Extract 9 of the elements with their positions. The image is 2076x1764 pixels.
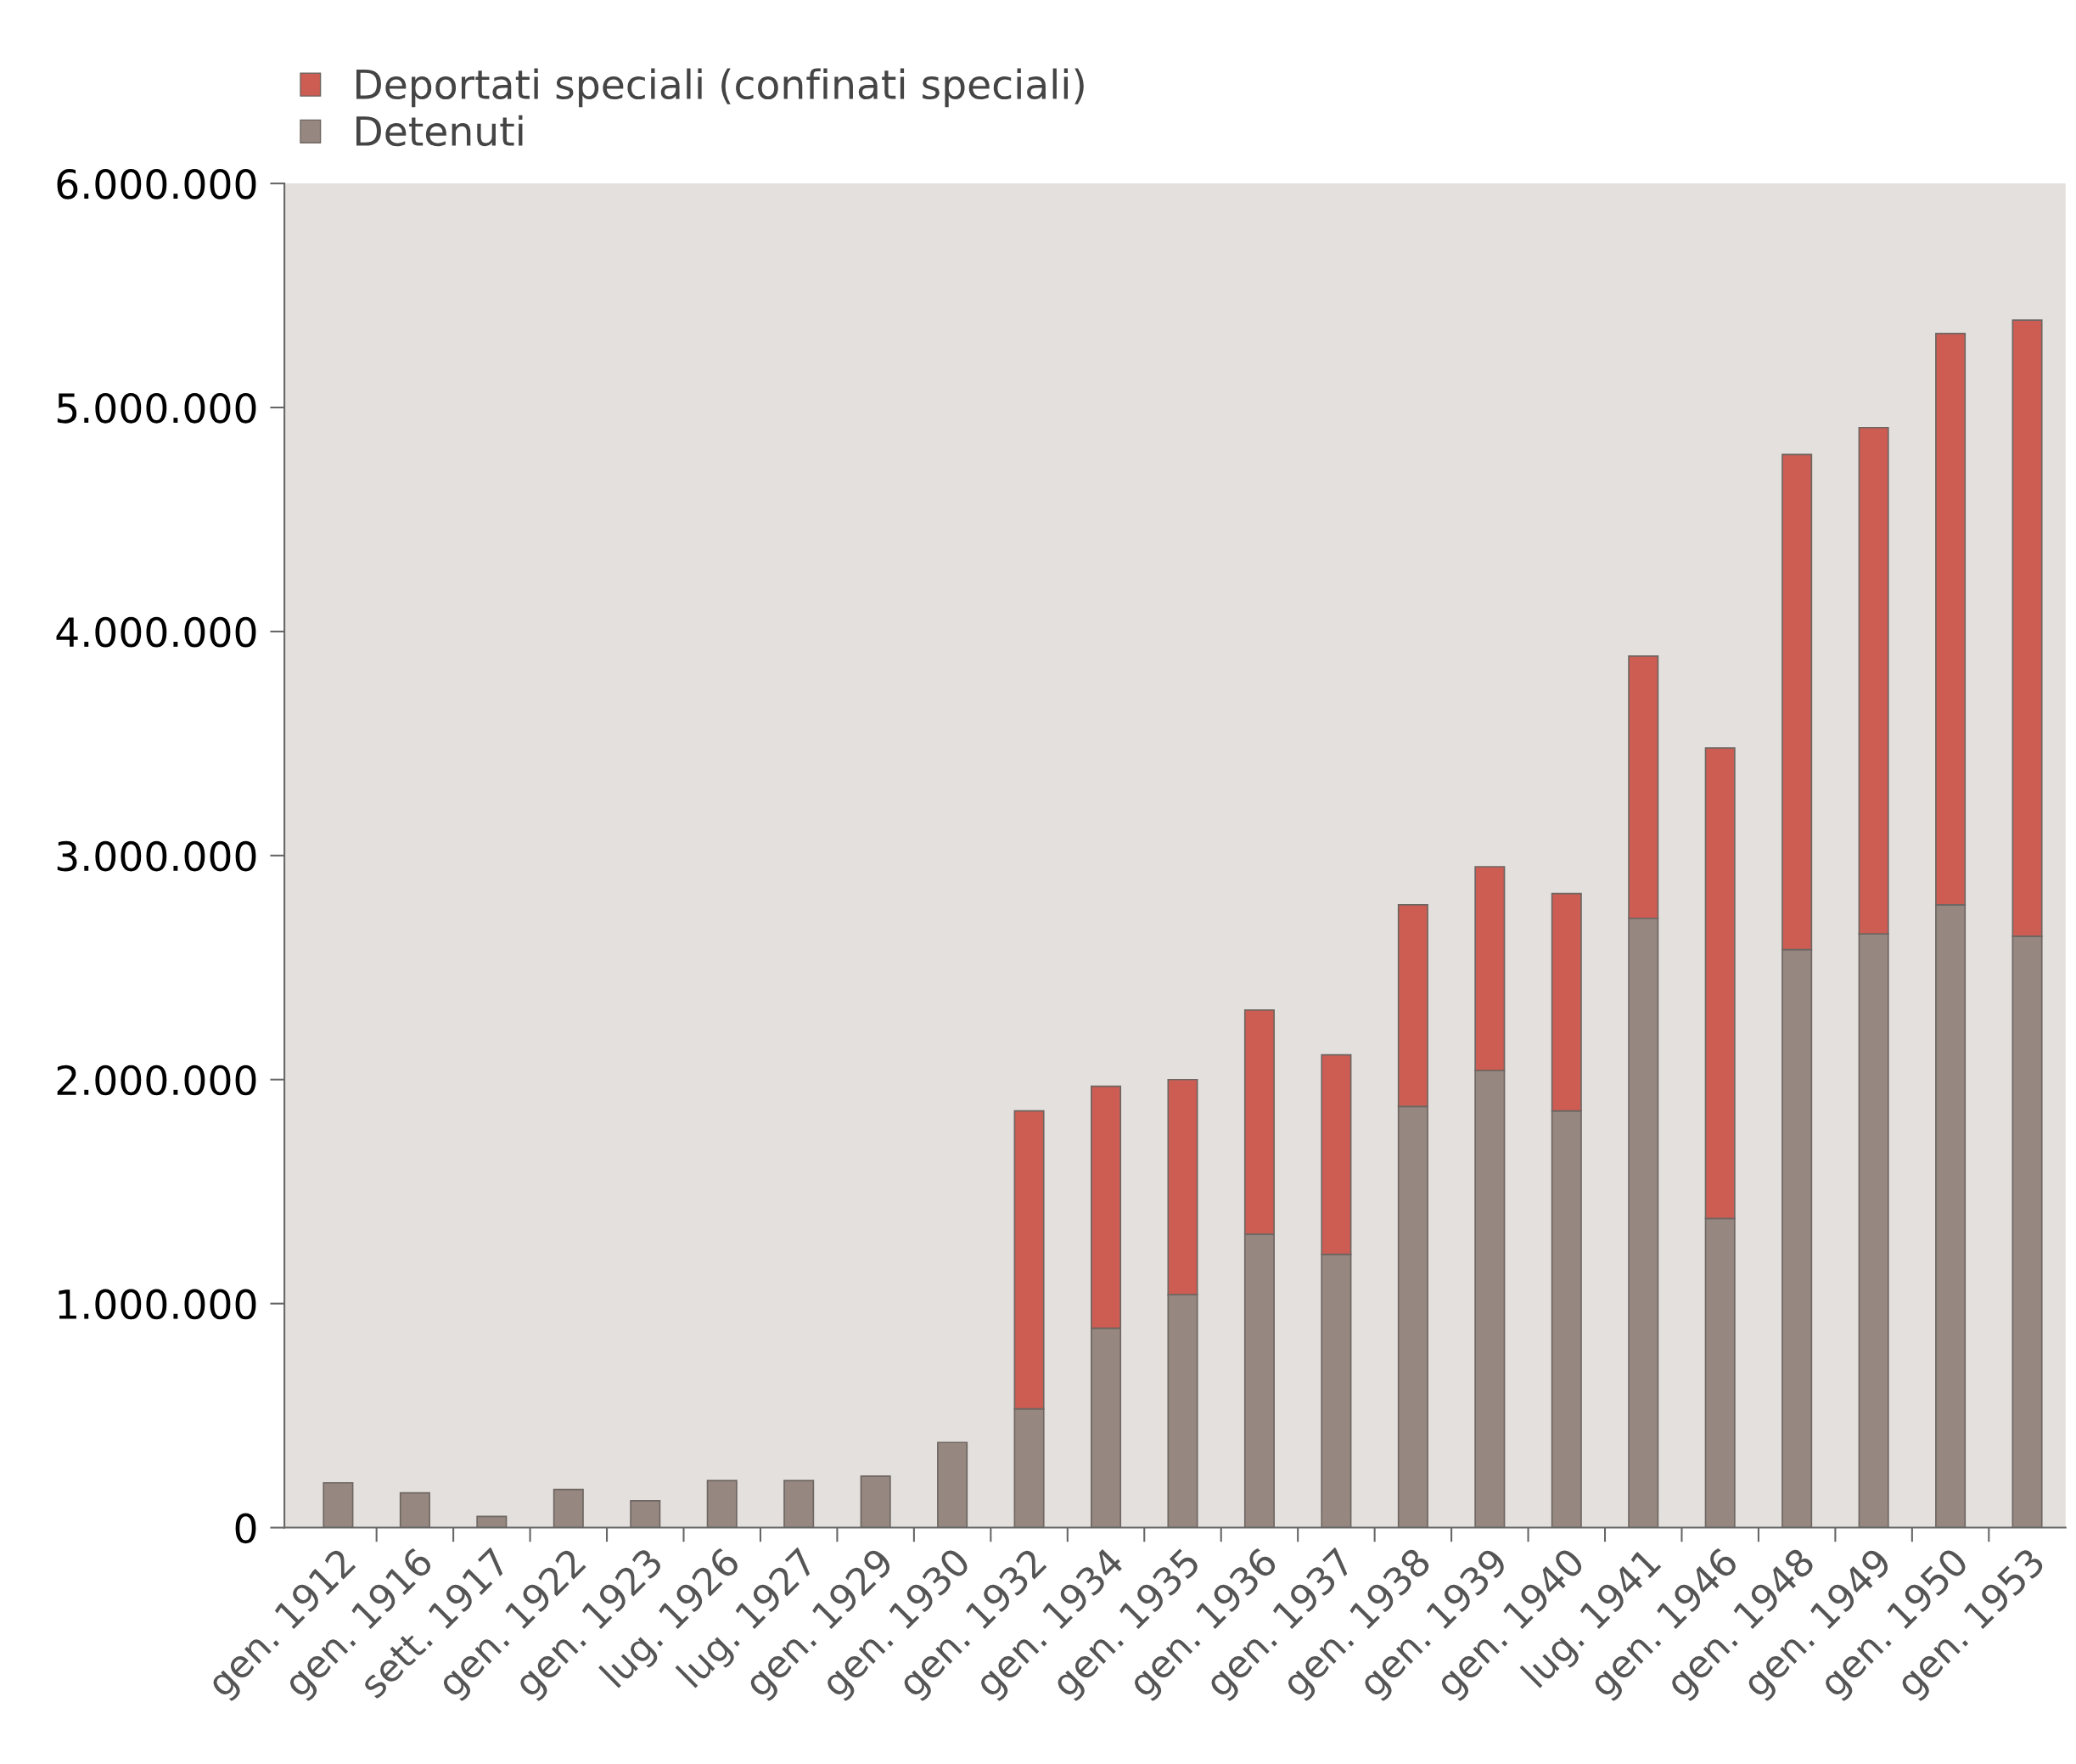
y-tick-label: 2.000.000: [57, 1065, 256, 1096]
legend-label: Detenuti: [356, 115, 523, 147]
y-tick-label: 4.000.000: [56, 616, 256, 648]
legend-label: Deportati speciali (confinati speciali): [356, 68, 1084, 108]
y-tick-label: 1.000.000: [59, 1289, 256, 1320]
y-tick-label: 5.000.000: [57, 392, 256, 424]
y-tick-label: 6.000.000: [57, 169, 256, 199]
y-tick-label: 3.000.000: [57, 840, 256, 872]
y-tick-label: 0: [235, 1513, 256, 1544]
